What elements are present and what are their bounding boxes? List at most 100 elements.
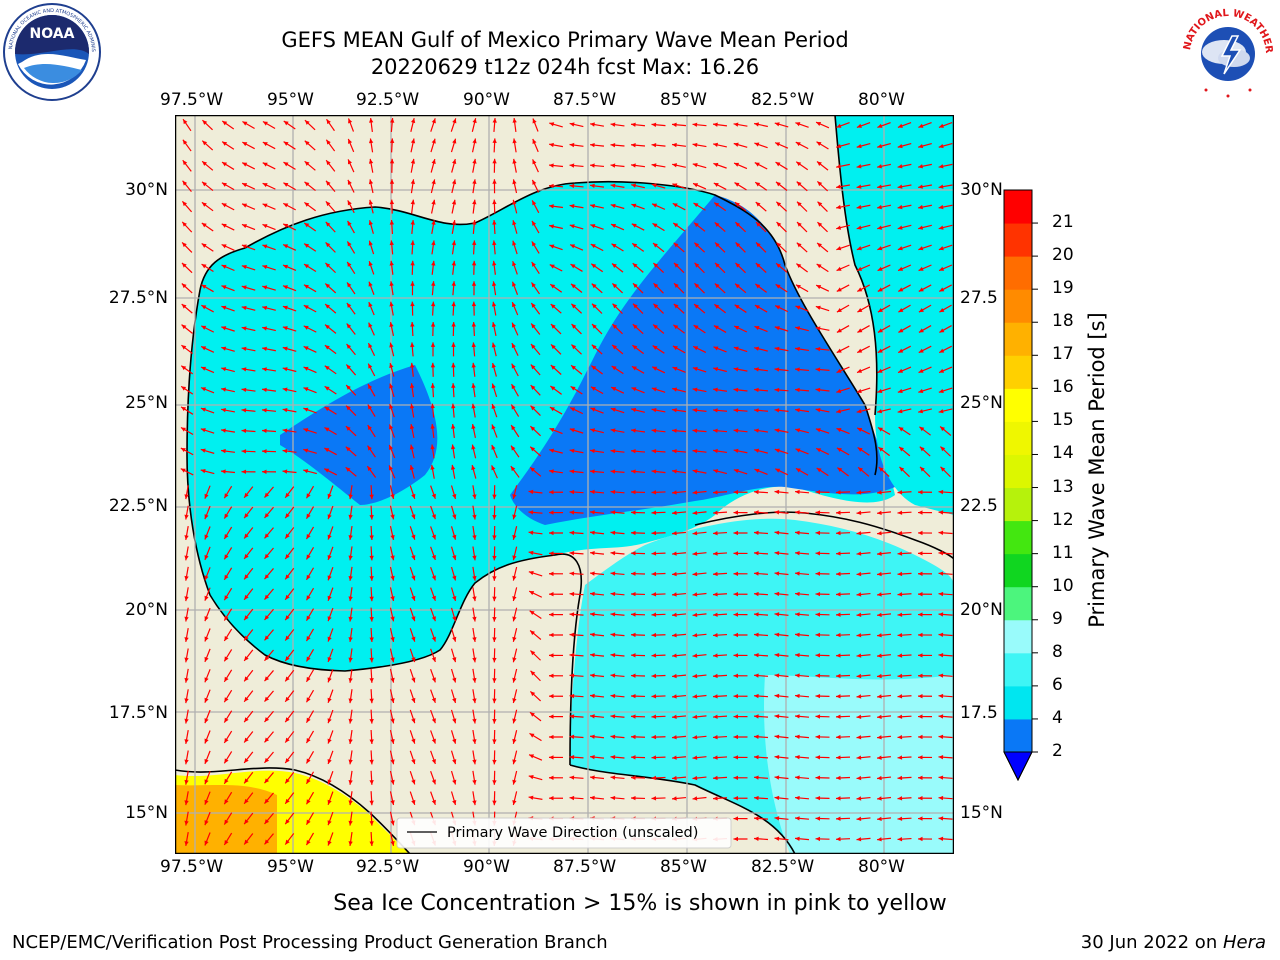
- wave-arrow: [471, 281, 477, 296]
- wave-arrow: [734, 304, 747, 313]
- wave-arrow: [733, 673, 748, 678]
- wave-arrow: [692, 182, 707, 190]
- wave-arrow: [262, 182, 276, 190]
- wave-arrow: [856, 366, 871, 374]
- wave-arrow: [876, 816, 892, 822]
- wave-arrow: [836, 264, 850, 272]
- wave-arrow: [610, 510, 625, 515]
- wave-arrow: [492, 179, 497, 194]
- wave-arrow: [918, 224, 932, 230]
- wave-arrow: [450, 668, 457, 683]
- wave-arrow: [938, 551, 953, 556]
- wave-arrow: [262, 326, 276, 332]
- wave-arrow: [591, 365, 603, 375]
- wave-arrow: [528, 510, 543, 515]
- wave-arrow: [610, 775, 625, 780]
- wave-arrow: [713, 202, 727, 212]
- wave-arrow: [856, 694, 871, 699]
- wave-arrow: [877, 184, 891, 189]
- wave-arrow: [327, 709, 334, 724]
- wave-arrow: [897, 694, 912, 699]
- wave-arrow: [451, 220, 457, 234]
- wave-arrow: [631, 183, 645, 189]
- wave-arrow: [753, 612, 769, 617]
- wave-arrow: [856, 264, 871, 272]
- wave-arrow: [939, 426, 952, 436]
- wave-arrow: [220, 428, 236, 433]
- wave-arrow: [754, 162, 768, 170]
- wave-arrow: [345, 405, 357, 417]
- wave-arrow: [671, 735, 687, 740]
- wave-arrow: [570, 283, 583, 293]
- wave-arrow: [776, 221, 787, 233]
- wave-arrow: [753, 408, 769, 413]
- wave-arrow: [223, 567, 233, 581]
- wave-arrow: [856, 408, 871, 414]
- wave-arrow: [754, 468, 768, 475]
- wave-arrow: [917, 714, 933, 719]
- wave-arrow: [262, 162, 276, 170]
- wave-arrow: [569, 551, 584, 556]
- wave-arrow: [835, 653, 851, 658]
- wave-arrow: [264, 608, 274, 621]
- wave-arrow: [492, 668, 497, 683]
- wave-arrow: [692, 633, 707, 638]
- wave-arrow: [529, 711, 542, 722]
- wave-arrow: [938, 224, 953, 230]
- wave-arrow: [369, 627, 374, 643]
- wave-arrow: [733, 775, 748, 780]
- wave-arrow: [794, 755, 810, 760]
- wave-arrow: [282, 285, 297, 292]
- wave-arrow: [325, 262, 336, 274]
- wave-arrow: [876, 510, 892, 516]
- wave-arrow: [409, 770, 416, 785]
- wave-arrow: [938, 795, 953, 801]
- lon-tick: 97.5°W: [160, 90, 224, 110]
- wave-arrow: [184, 526, 189, 540]
- wave-arrow: [753, 795, 769, 801]
- wave-arrow: [835, 490, 851, 495]
- wave-arrow: [241, 326, 256, 332]
- pacific-orange-zone: [175, 785, 277, 854]
- wave-arrow: [671, 448, 687, 454]
- wave-arrow: [775, 201, 788, 212]
- wave-arrow: [917, 612, 933, 617]
- wave-arrow: [347, 118, 355, 132]
- wave-arrow: [390, 117, 395, 133]
- wave-arrow: [471, 383, 476, 398]
- wave-arrow: [471, 342, 476, 357]
- wave-arrow: [262, 305, 276, 311]
- wave-arrow: [262, 141, 276, 150]
- wave-arrow: [184, 505, 189, 520]
- wave-arrow: [815, 489, 830, 495]
- wave-arrow: [368, 301, 375, 316]
- wave-arrow: [754, 325, 768, 333]
- wave-arrow: [389, 383, 395, 398]
- wave-arrow: [430, 383, 436, 398]
- wave-arrow: [492, 260, 497, 275]
- wave-arrow: [917, 510, 933, 515]
- wave-arrow: [795, 428, 809, 434]
- wave-arrow: [430, 505, 436, 520]
- wave-arrow: [450, 566, 457, 581]
- wave-arrow: [264, 547, 274, 560]
- wave-arrow: [591, 323, 603, 335]
- wave-arrow: [264, 649, 274, 662]
- wave-arrow: [284, 588, 295, 601]
- lat-tick: 25°N: [960, 393, 1003, 413]
- wave-arrow: [221, 326, 235, 332]
- wave-arrow: [918, 366, 932, 374]
- wave-arrow: [712, 734, 728, 740]
- wave-arrow: [221, 141, 235, 150]
- wave-arrow: [733, 612, 748, 617]
- wave-arrow: [347, 179, 355, 193]
- wave-arrow: [492, 750, 497, 765]
- wave-arrow: [530, 670, 541, 682]
- wave-arrow: [876, 714, 892, 720]
- wave-arrow: [389, 587, 395, 602]
- wave-arrow: [450, 730, 457, 744]
- colorbar-extend-triangle: [1003, 751, 1033, 782]
- wave-arrow: [223, 689, 233, 703]
- wave-arrow: [204, 689, 211, 703]
- wave-arrow: [589, 734, 605, 739]
